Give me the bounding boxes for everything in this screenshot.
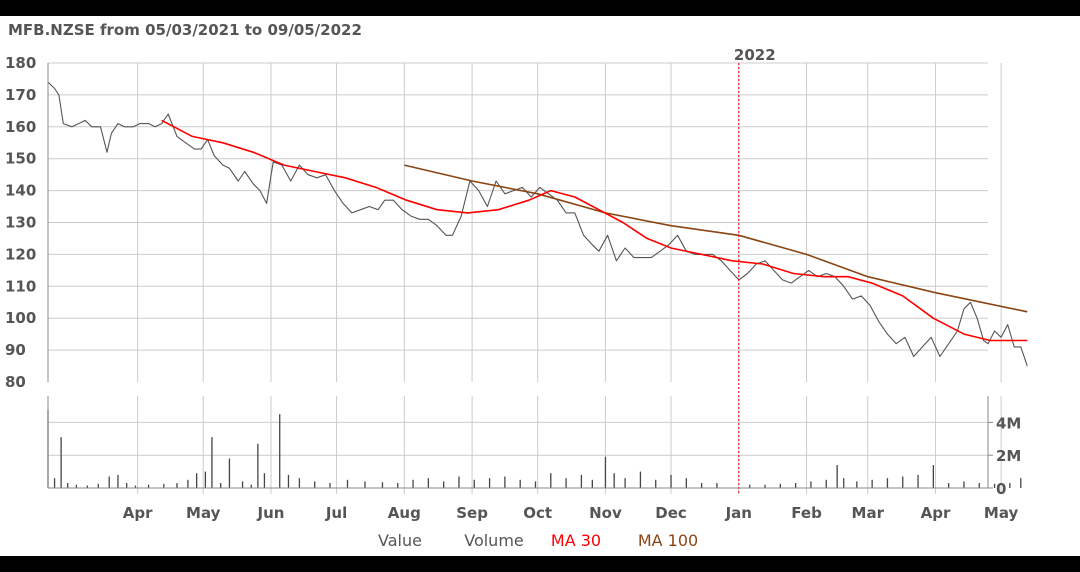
x-tick-label: May — [186, 504, 221, 522]
x-tick-label: Jul — [325, 504, 347, 522]
ma30-line — [161, 119, 1028, 342]
volume-tick-label: 4M — [996, 414, 1021, 432]
x-tick-label: Nov — [589, 504, 622, 522]
stock-chart: MFB.NZSE from 05/03/2021 to 09/05/2022 1… — [5, 21, 1028, 550]
x-tick-label: Mar — [852, 504, 885, 522]
x-tick-label: Sep — [456, 504, 488, 522]
chart-frame: MFB.NZSE from 05/03/2021 to 09/05/2022 1… — [0, 16, 1080, 556]
ma100-line — [404, 164, 1028, 313]
y-tick-label: 130 — [5, 214, 36, 232]
y-tick-label: 140 — [5, 182, 36, 200]
x-tick-label: Feb — [791, 504, 822, 522]
value-line — [47, 81, 1028, 367]
chart-title: MFB.NZSE from 05/03/2021 to 09/05/2022 — [8, 21, 362, 39]
y-tick-label: 100 — [5, 309, 36, 327]
axes — [47, 63, 993, 489]
y-tick-label: 180 — [5, 54, 36, 72]
y-tick-label: 120 — [5, 245, 36, 263]
volume-bars — [47, 409, 1022, 488]
legend-item: MA 30 — [551, 531, 601, 550]
x-tick-label: Oct — [523, 504, 552, 522]
x-tick-label: May — [984, 504, 1019, 522]
y-tick-label: 160 — [5, 118, 36, 136]
legend-item: Value — [378, 531, 422, 550]
series-lines — [47, 63, 1028, 494]
grid — [48, 62, 1002, 494]
x-tick-label: Apr — [123, 504, 153, 522]
y-tick-label: 80 — [5, 373, 26, 391]
legend-item: Volume — [464, 531, 524, 550]
y-tick-label: 110 — [5, 277, 36, 295]
tick-labels: 180 170 160 150 140 130 120 110 100 90 80 4M 2M 0 Apr M… — [5, 46, 1021, 522]
y-tick-label: 150 — [5, 150, 36, 168]
volume-tick-label: 2M — [996, 447, 1021, 465]
legend: Value Volume MA 30 MA 100 — [378, 531, 698, 550]
x-tick-label: Jan — [725, 504, 752, 522]
year-marker-label: 2022 — [734, 46, 776, 64]
legend-item: MA 100 — [638, 531, 698, 550]
volume-tick-label: 0 — [996, 480, 1006, 498]
x-tick-label: Dec — [655, 504, 687, 522]
x-tick-label: Jun — [257, 504, 285, 522]
x-tick-label: Apr — [921, 504, 951, 522]
y-tick-label: 90 — [5, 341, 26, 359]
y-tick-label: 170 — [5, 86, 36, 104]
x-tick-label: Aug — [388, 504, 421, 522]
